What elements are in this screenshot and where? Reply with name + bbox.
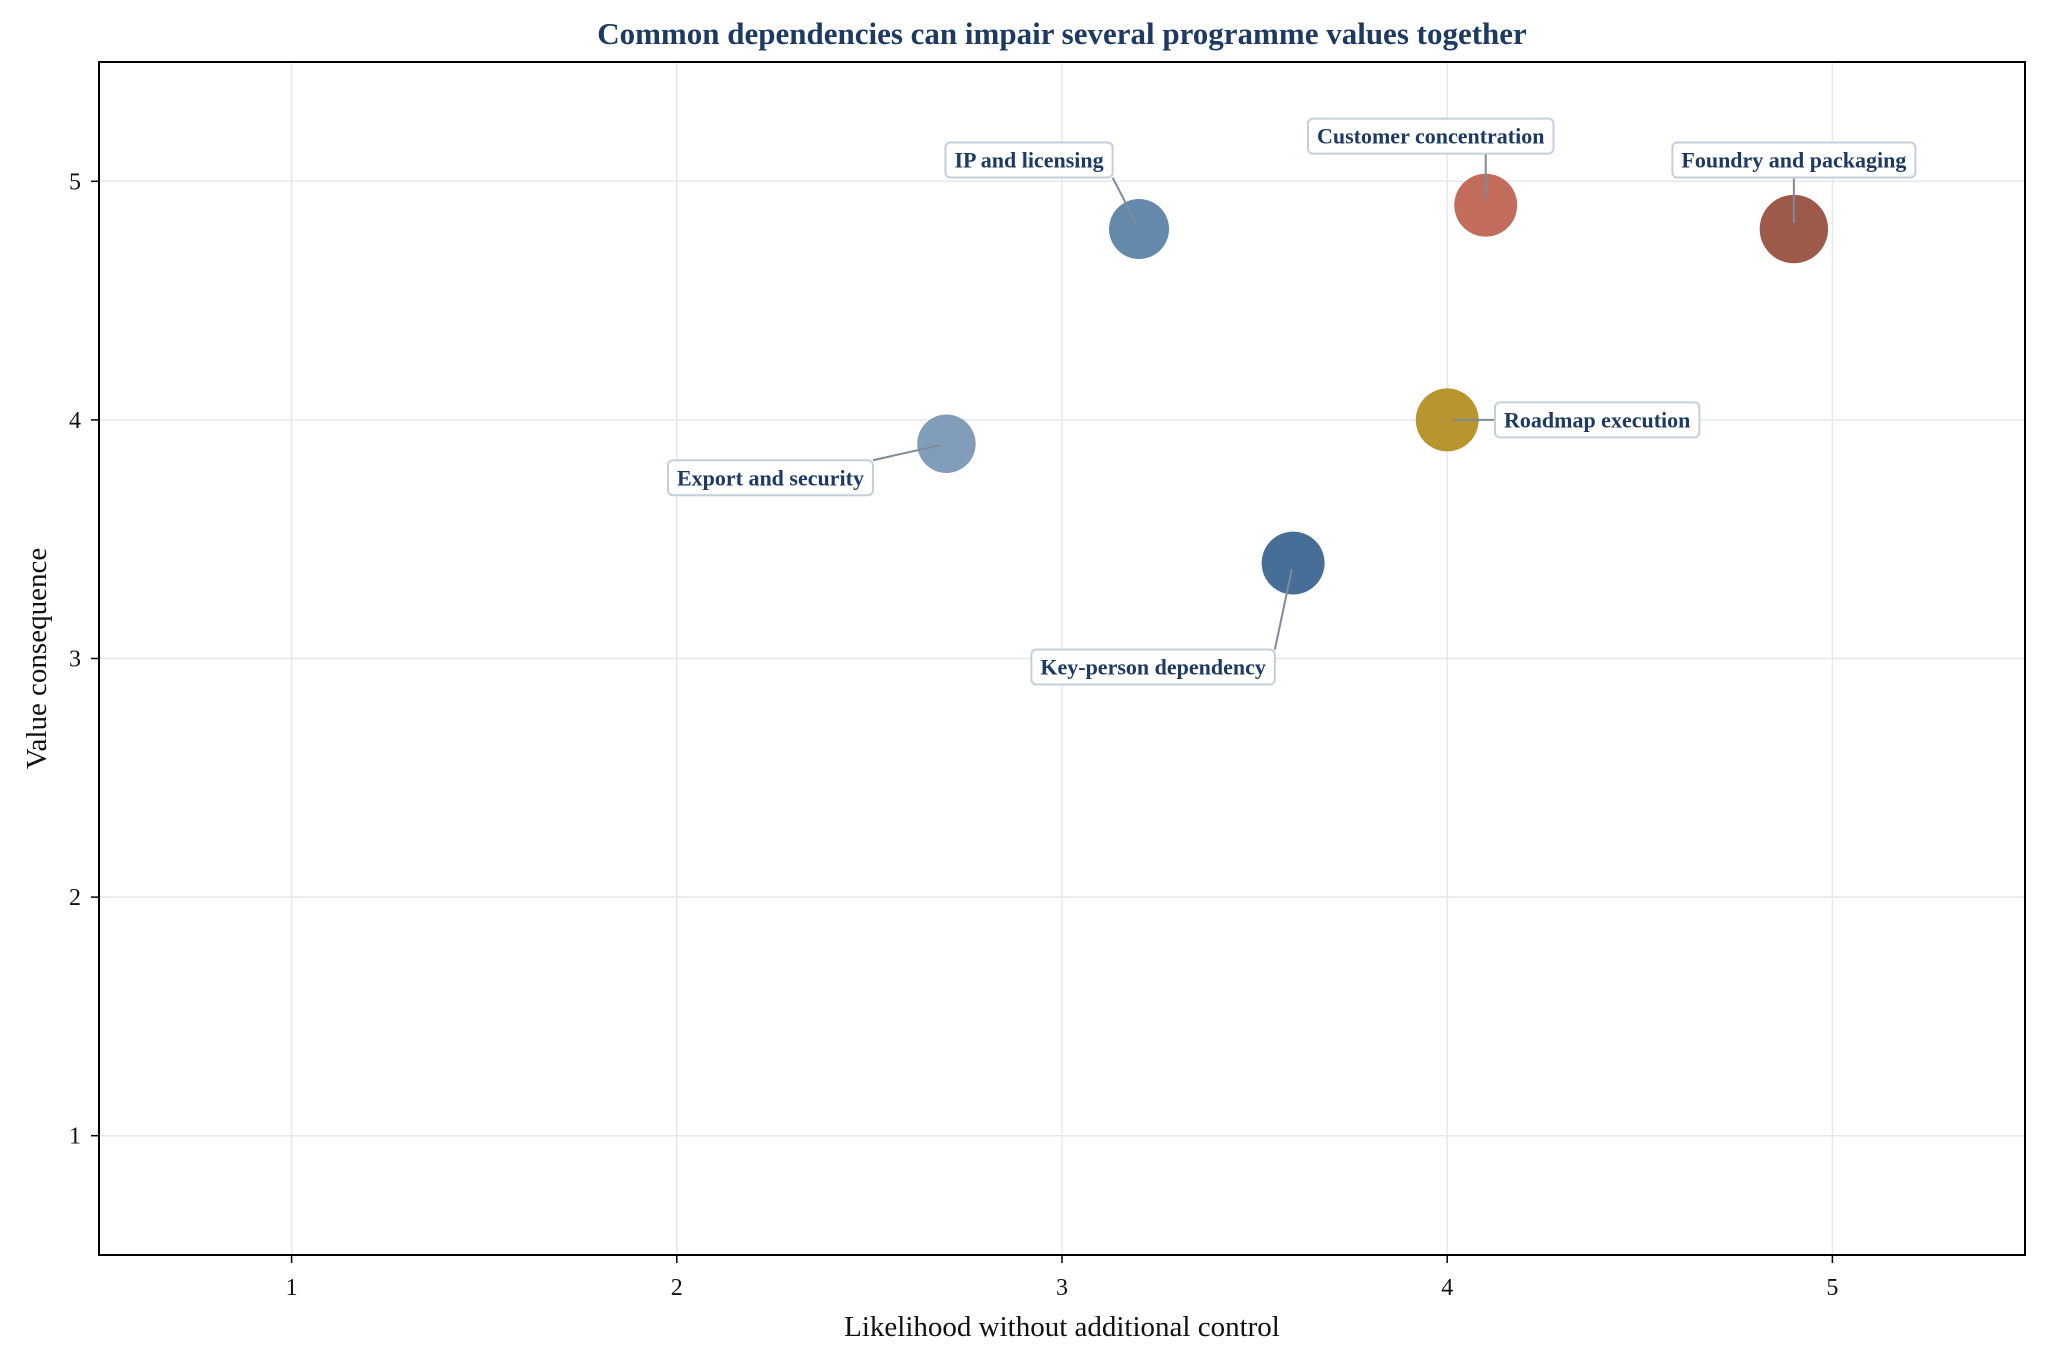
annotation-label: Foundry and packaging bbox=[1681, 148, 1906, 173]
annotation: Customer concentration bbox=[1306, 117, 1555, 200]
annotation-label: Key-person dependency bbox=[1040, 655, 1266, 680]
annotation-label: Roadmap execution bbox=[1504, 407, 1690, 432]
data-point bbox=[1454, 173, 1518, 237]
annotation-box bbox=[1494, 401, 1701, 439]
point-annotations: IP and licensing Customer concentration Fo… bbox=[666, 117, 1917, 686]
x-tick-label: 2 bbox=[671, 1275, 683, 1301]
annotation-box bbox=[1671, 141, 1917, 179]
annotation-label: Customer concentration bbox=[1317, 124, 1545, 149]
annotation-box bbox=[944, 141, 1114, 179]
chart-title: Common dependencies can impair several p… bbox=[597, 16, 1527, 51]
x-tick-label: 4 bbox=[1441, 1275, 1453, 1301]
data-points bbox=[917, 173, 1829, 595]
annotation: Roadmap execution bbox=[1453, 401, 1701, 439]
data-point bbox=[1261, 531, 1325, 595]
x-tick-label: 5 bbox=[1826, 1275, 1838, 1301]
y-tick-label: 1 bbox=[69, 1124, 81, 1150]
y-tick-label: 5 bbox=[69, 169, 81, 195]
y-tick-label: 4 bbox=[69, 408, 81, 434]
annotation-box bbox=[666, 459, 874, 497]
annotation: IP and licensing bbox=[944, 141, 1138, 225]
data-point bbox=[1109, 199, 1170, 260]
y-axis-title: Value consequence bbox=[21, 548, 53, 769]
annotation-leader-line bbox=[1273, 568, 1293, 650]
data-point bbox=[1415, 388, 1479, 452]
axis-ticks: 1 2 3 4 5 1 2 3 4 5 bbox=[69, 169, 1838, 1301]
annotation-leader-line bbox=[872, 444, 941, 462]
annotation: Key-person dependency bbox=[1030, 568, 1293, 686]
x-tick-label: 3 bbox=[1056, 1275, 1068, 1301]
annotation-label: IP and licensing bbox=[954, 148, 1103, 173]
y-tick-label: 2 bbox=[69, 885, 81, 911]
x-tick-label: 1 bbox=[286, 1275, 298, 1301]
y-tick-label: 3 bbox=[69, 647, 81, 673]
data-point bbox=[1759, 194, 1829, 264]
annotation-box bbox=[1306, 117, 1555, 155]
annotation-box bbox=[1030, 648, 1276, 686]
x-axis-title: Likelihood without additional control bbox=[844, 1311, 1280, 1343]
grid bbox=[99, 62, 2025, 1255]
annotation-leader-line bbox=[1111, 177, 1138, 225]
annotation: Export and security bbox=[666, 444, 941, 497]
annotation: Foundry and packaging bbox=[1671, 141, 1917, 224]
annotation-label: Export and security bbox=[677, 465, 864, 490]
data-point bbox=[917, 414, 976, 474]
